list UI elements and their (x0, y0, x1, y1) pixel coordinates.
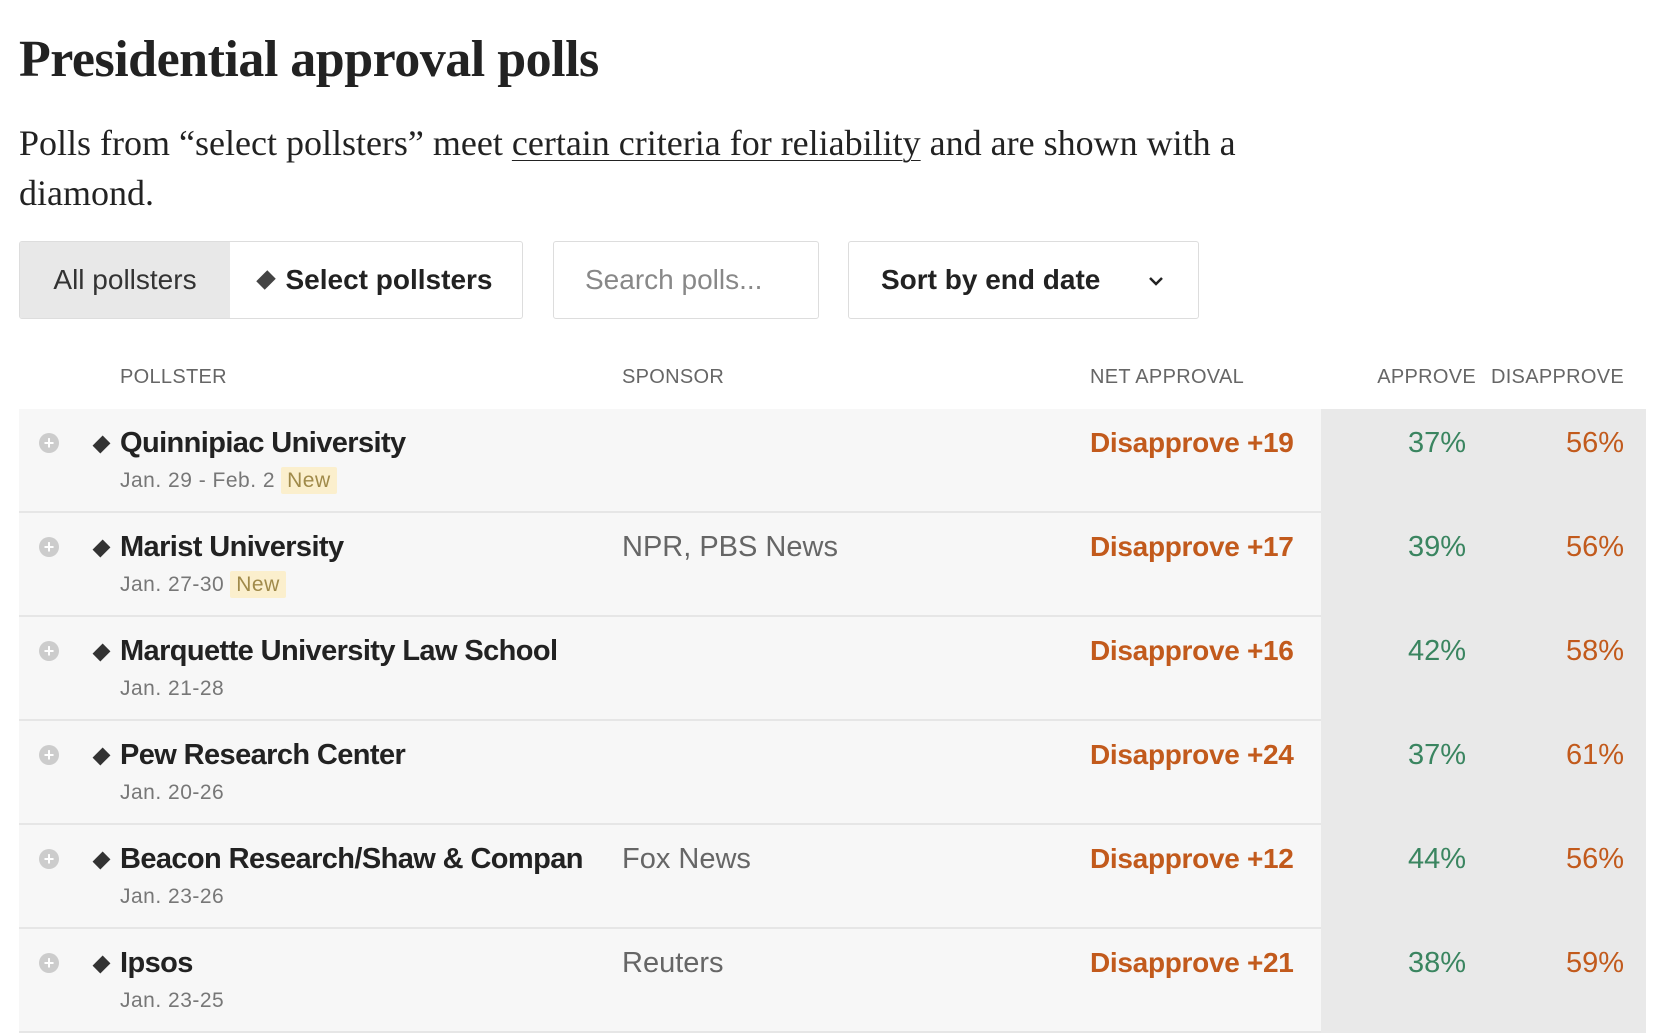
approve: 37% (1407, 427, 1466, 459)
column-header: POLLSTER (120, 366, 227, 388)
disapprove: 61% (1565, 739, 1624, 771)
diamond-icon (92, 747, 111, 766)
approve: 44% (1407, 843, 1466, 875)
poll-row[interactable]: + Marquette University Law School Jan. 21-… (19, 617, 1646, 721)
value-cell-bg (1321, 721, 1646, 825)
pollster-name: Marist University (120, 531, 344, 563)
title: Presidential approval polls (19, 31, 599, 88)
tab[interactable]: All pollsters (20, 242, 230, 318)
net-approval: Disapprove +12 (1090, 843, 1294, 874)
approve: 37% (1407, 739, 1466, 771)
expand-icon[interactable]: + (39, 745, 59, 765)
search-input[interactable]: Search polls... (553, 241, 819, 319)
diamond-icon (92, 539, 111, 558)
net-approval: Disapprove +19 (1090, 427, 1294, 458)
date-text: Jan. 27-30 (120, 573, 225, 596)
criteria-link[interactable]: certain criteria for reliability (511, 123, 921, 163)
poll-dates: Jan. 27-30 New (120, 571, 286, 598)
column-header: APPROVE (1377, 366, 1476, 388)
net-approval: Disapprove +24 (1090, 739, 1294, 770)
net-approval: Disapprove +16 (1090, 635, 1294, 666)
tab[interactable]: Select pollsters (230, 242, 522, 318)
tab-label: Select pollsters (285, 264, 493, 295)
disapprove: 58% (1565, 635, 1624, 667)
sort-dropdown[interactable]: Sort by end date (848, 241, 1199, 319)
diamond-icon (255, 270, 276, 290)
sponsor: NPR, PBS News (622, 531, 838, 563)
poll-row[interactable]: + Ipsos Jan. 23-25 Reuters Disapprove +21 38%… (19, 929, 1646, 1033)
diamond-icon (92, 851, 111, 870)
pollster-toggle: All pollsters Select pollsters (19, 241, 523, 319)
poll-row[interactable]: + Quinnipiac University Jan. 29 - Feb. 2 Ne… (19, 409, 1646, 513)
expand-icon[interactable]: + (39, 537, 59, 557)
pollster-name: Quinnipiac University (120, 427, 406, 459)
value-cell-bg (1321, 617, 1646, 721)
net-approval: Disapprove +17 (1090, 531, 1294, 562)
approve: 42% (1407, 635, 1466, 667)
sort-label: Sort by end date (881, 264, 1101, 295)
poll-dates: Jan. 23-25 (120, 989, 224, 1013)
disapprove: 59% (1565, 947, 1624, 979)
diamond-icon (92, 955, 111, 974)
diamond-icon (92, 435, 111, 454)
sponsor: Reuters (622, 947, 724, 979)
poll-row[interactable]: + Beacon Research/Shaw & Company Jan. 23-2… (19, 825, 1646, 929)
poll-dates: Jan. 23-26 (120, 885, 224, 909)
expand-icon[interactable]: + (39, 953, 59, 973)
subtitle-text: Polls from “select pollsters” meet (19, 123, 512, 163)
approve: 39% (1407, 531, 1466, 563)
date-text: Jan. 29 - Feb. 2 (120, 469, 276, 492)
pollster-name: Beacon Research/Shaw & Company (120, 843, 582, 875)
value-cell-bg (1321, 409, 1646, 513)
pollster-name: Pew Research Center (120, 739, 406, 771)
poll-dates: Jan. 20-26 (120, 781, 224, 805)
date-text: Jan. 23-25 (120, 989, 225, 1012)
new-badge: New (230, 571, 286, 598)
column-header: SPONSOR (622, 366, 725, 388)
net-approval: Disapprove +21 (1090, 947, 1294, 978)
poll-row[interactable]: + Pew Research Center Jan. 20-26 Disapprove… (19, 721, 1646, 825)
subtitle-text: and are shown with a diamond. (19, 123, 1236, 213)
pollster-name: Marquette University Law School (120, 635, 558, 667)
pollster-name: Ipsos (120, 947, 193, 979)
diamond-icon (92, 643, 111, 662)
chevron (1149, 277, 1163, 286)
date-text: Jan. 23-26 (120, 885, 225, 908)
column-header: NET APPROVAL (1090, 366, 1245, 388)
date-text: Jan. 20-26 (120, 781, 225, 804)
value-cell-bg (1321, 825, 1646, 929)
poll-row[interactable]: + Marist University Jan. 27-30 New NPR, PBS … (19, 513, 1646, 617)
disapprove: 56% (1565, 531, 1624, 563)
sponsor: Fox News (622, 843, 751, 875)
expand-icon[interactable]: + (39, 641, 59, 661)
poll-dates: Jan. 21-28 (120, 677, 224, 701)
disapprove: 56% (1565, 843, 1624, 875)
expand-icon[interactable]: + (39, 433, 59, 453)
value-cell-bg (1321, 513, 1646, 617)
column-header: DISAPPROVE (1490, 366, 1624, 388)
approve: 38% (1407, 947, 1466, 979)
disapprove: 56% (1565, 427, 1624, 459)
new-badge: New (281, 467, 337, 494)
expand-icon[interactable]: + (39, 849, 59, 869)
poll-dates: Jan. 29 - Feb. 2 New (120, 467, 337, 494)
date-text: Jan. 21-28 (120, 677, 225, 700)
subtitle: Polls from “select pollsters” meet certa… (19, 118, 1259, 218)
value-cell-bg (1321, 929, 1646, 1033)
